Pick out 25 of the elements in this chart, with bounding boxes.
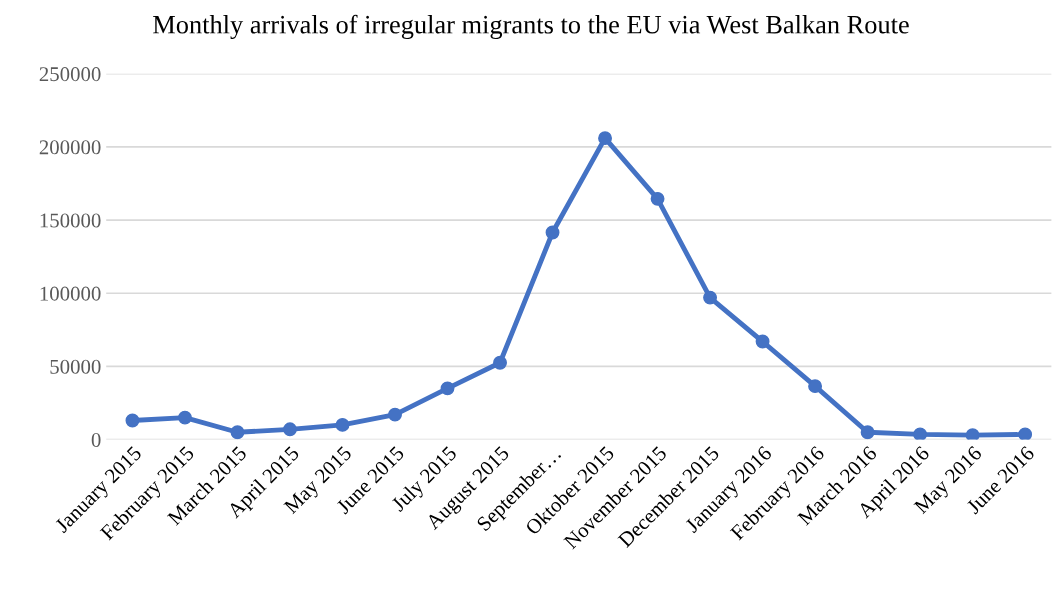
y-tick-label: 150000 — [40, 213, 101, 228]
point — [335, 417, 350, 432]
point — [545, 225, 560, 240]
point — [703, 290, 718, 305]
point — [1018, 427, 1033, 440]
point — [913, 427, 928, 440]
point — [965, 428, 980, 440]
point — [178, 410, 192, 425]
point — [493, 355, 507, 370]
y-tick-label: 50000 — [50, 359, 101, 374]
y-tick-label: 200000 — [39, 140, 101, 155]
chart-title: Monthly arrivals of irregular migrants to the EU via West Balkan Route — [153, 14, 909, 40]
point — [598, 131, 612, 146]
point — [230, 425, 245, 440]
point — [283, 422, 297, 437]
point — [808, 379, 823, 394]
y-tick-label: 100000 — [40, 286, 101, 301]
point — [755, 334, 770, 349]
point — [440, 381, 455, 396]
point — [650, 191, 665, 206]
y-tick-label: 0 — [91, 432, 101, 447]
y-tick-label: 250000 — [39, 67, 101, 82]
point — [125, 413, 140, 428]
point — [388, 407, 402, 422]
point — [860, 425, 875, 440]
